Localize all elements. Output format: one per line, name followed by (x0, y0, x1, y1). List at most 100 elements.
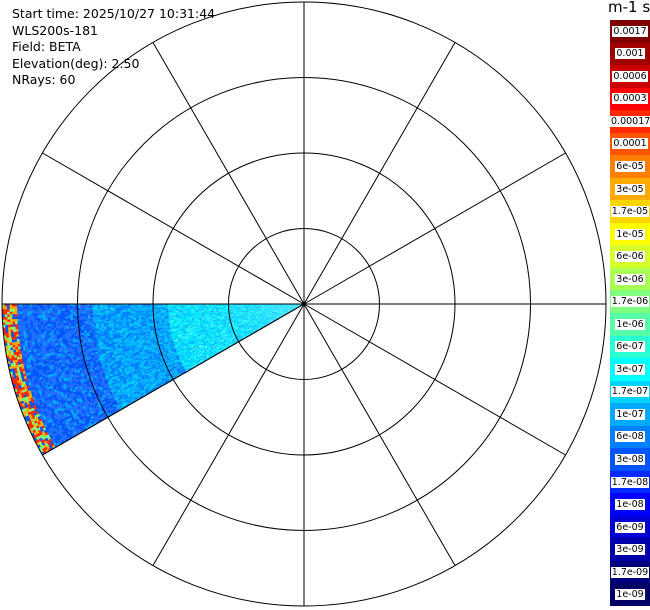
sector-cell (163, 377, 167, 380)
sector-cell (278, 314, 282, 316)
sector-cell (216, 348, 220, 351)
sector-cell (269, 318, 273, 321)
sector-cell (280, 312, 284, 314)
sector-cell (217, 338, 221, 341)
sector-cell (161, 367, 165, 371)
sector-cell (136, 373, 141, 377)
sector-cell (227, 340, 231, 344)
sector-cell (158, 366, 162, 369)
sector-cell (233, 341, 237, 344)
sector-cell (271, 317, 275, 319)
sector-cell (206, 344, 210, 347)
sector-cell (230, 337, 234, 340)
sector-cell (210, 353, 214, 356)
sector-cell (261, 320, 265, 322)
sector-cell (276, 315, 280, 318)
sector-cell (173, 369, 177, 372)
sector-cell (179, 358, 183, 361)
sector-cell (269, 319, 273, 321)
sector-cell (128, 373, 132, 377)
sector-cell (239, 332, 243, 334)
sector-cell (289, 308, 293, 311)
sector-cell (191, 359, 195, 363)
sector-cell (223, 344, 227, 347)
sector-cell (221, 341, 225, 344)
sector-cell (185, 352, 189, 355)
sector-cell (212, 339, 216, 342)
sector-cell (278, 313, 281, 315)
sector-cell (237, 333, 241, 336)
sector-cell (204, 356, 208, 360)
sector-cell (132, 375, 136, 379)
sector-cell (167, 378, 171, 382)
sector-cell (231, 339, 235, 342)
sector-cell (174, 371, 178, 374)
sector-cell (209, 345, 213, 348)
sector-cell (189, 350, 193, 353)
sector-cell (275, 314, 279, 316)
sector-cell (254, 323, 258, 326)
sector-cell (123, 375, 128, 379)
sector-cell (169, 365, 173, 369)
sector-cell (222, 342, 226, 345)
sector-cell (215, 340, 219, 343)
sector-cell (224, 346, 228, 349)
sector-cell (219, 342, 223, 345)
sector-cell (187, 351, 191, 354)
sector-cell (203, 355, 207, 358)
sector-cell (210, 341, 214, 344)
sector-cell (257, 323, 261, 326)
sector-cell (226, 344, 230, 347)
sector-cell (206, 356, 210, 359)
sector-cell (176, 358, 180, 361)
sector-cell (205, 349, 209, 352)
sector-cell (175, 367, 179, 371)
sector-cell (292, 308, 296, 310)
sector-cell (269, 318, 272, 320)
sector-cell (266, 319, 270, 321)
sector-cell (294, 307, 298, 309)
sector-cell (223, 338, 227, 341)
sector-cell (184, 363, 188, 366)
sector-cell (283, 313, 287, 315)
sector-cell (205, 347, 209, 350)
sector-cell (274, 317, 277, 319)
sector-cell (274, 316, 277, 319)
sector-cell (192, 356, 196, 360)
sector-cell (290, 309, 293, 312)
sector-cell (255, 325, 259, 328)
sector-cell (184, 357, 188, 360)
sector-cell (152, 366, 157, 370)
sector-cell (246, 328, 250, 331)
sector-cell (245, 327, 249, 329)
sector-cell (263, 323, 267, 326)
sector-cell (207, 341, 211, 344)
sector-cell (196, 358, 200, 361)
sector-cell (268, 321, 271, 324)
sector-cell (214, 343, 218, 346)
sector-cell (200, 356, 205, 359)
sector-cell (250, 325, 254, 327)
sector-cell (245, 328, 249, 330)
sector-cell (176, 370, 181, 373)
sector-cell (199, 347, 203, 350)
sector-cell (228, 342, 232, 346)
sector-cell (184, 367, 188, 371)
sector-cell (202, 347, 206, 350)
sector-cell (219, 348, 223, 351)
sector-cell (201, 351, 205, 354)
sector-cell (217, 337, 221, 340)
sector-cell (191, 360, 196, 364)
sector-cell (292, 308, 296, 310)
sector-cell (221, 340, 225, 343)
sector-cell (133, 373, 138, 376)
sector-cell (231, 333, 235, 336)
sector-cell (184, 368, 188, 372)
sector-cell (155, 371, 159, 375)
sector-cell (257, 322, 260, 324)
sector-cell (219, 347, 223, 350)
sector-cell (289, 308, 293, 311)
sector-cell (271, 317, 275, 320)
sector-cell (259, 321, 263, 324)
sector-cell (219, 336, 223, 339)
